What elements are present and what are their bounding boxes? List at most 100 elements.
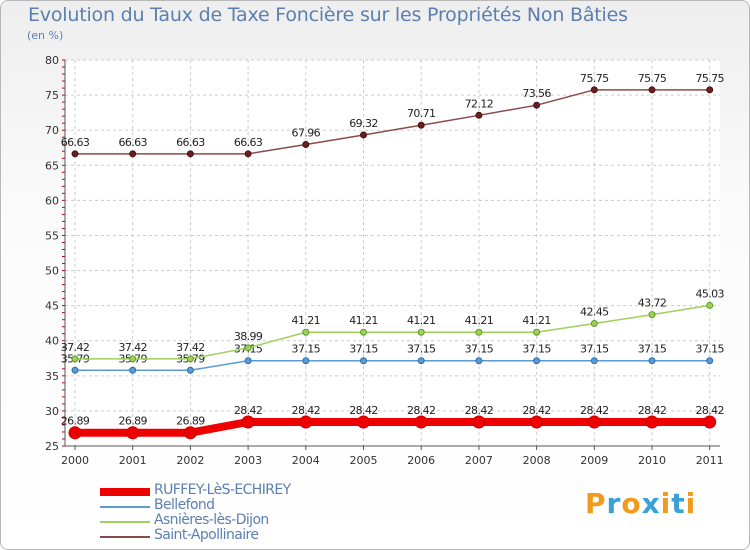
data-point-bellefond <box>648 357 656 365</box>
x-tick-label: 2001 <box>119 454 147 467</box>
data-label-asnieres: 37.42 <box>176 341 205 354</box>
data-label-ruffey: 26.89 <box>118 415 147 428</box>
data-point-asnieres <box>475 328 483 336</box>
legend-label: Bellefond <box>154 497 215 513</box>
data-point-bellefond <box>302 357 310 365</box>
logo-letter: t <box>671 487 686 520</box>
data-label-asnieres: 43.72 <box>638 297 667 310</box>
data-point-ruffey <box>357 415 370 429</box>
data-point-bellefond <box>71 366 79 374</box>
x-tick-label: 2002 <box>176 454 204 467</box>
data-label-saint-apollinaire: 70.71 <box>407 107 436 120</box>
data-point-asnieres <box>533 328 541 336</box>
data-point-ruffey <box>645 415 659 429</box>
legend-label: RUFFEY-LèS-ECHIREY <box>154 482 291 498</box>
data-point-asnieres <box>706 301 714 309</box>
y-tick-label: 60 <box>45 194 59 207</box>
x-tick-label: 2000 <box>61 454 89 467</box>
data-point-asnieres <box>417 328 425 336</box>
y-tick-label: 75 <box>45 89 59 102</box>
y-tick-label: 40 <box>45 335 59 348</box>
data-point-asnieres <box>71 355 79 363</box>
data-point-saint-apollinaire <box>533 101 541 109</box>
data-point-bellefond <box>706 357 714 365</box>
data-point-saint-apollinaire <box>302 140 310 148</box>
data-label-ruffey: 28.42 <box>349 404 378 417</box>
data-label-ruffey: 28.42 <box>234 404 263 417</box>
data-label-ruffey: 28.42 <box>522 404 551 417</box>
data-label-asnieres: 41.21 <box>522 314 551 327</box>
data-label-saint-apollinaire: 72.12 <box>465 97 494 110</box>
data-label-saint-apollinaire: 75.75 <box>638 72 667 85</box>
legend-swatch <box>100 536 150 538</box>
data-label-saint-apollinaire: 75.75 <box>695 72 724 85</box>
data-label-asnieres: 42.45 <box>580 306 609 319</box>
data-point-bellefond <box>475 357 483 365</box>
data-point-saint-apollinaire <box>244 150 252 158</box>
data-label-bellefond: 37.15 <box>580 343 609 356</box>
data-point-bellefond <box>186 366 194 374</box>
y-tick-label: 25 <box>45 440 59 453</box>
data-point-ruffey <box>703 415 717 429</box>
x-tick-label: 2004 <box>292 454 320 467</box>
data-label-saint-apollinaire: 73.56 <box>522 87 551 100</box>
plot-area <box>65 60 720 446</box>
data-point-ruffey <box>587 415 601 429</box>
data-label-ruffey: 28.42 <box>580 404 609 417</box>
y-tick-label: 55 <box>45 229 59 242</box>
data-point-bellefond <box>129 366 137 374</box>
data-point-ruffey <box>68 426 82 440</box>
data-label-saint-apollinaire: 66.63 <box>61 136 90 149</box>
data-point-saint-apollinaire <box>129 150 137 158</box>
data-point-ruffey <box>183 426 197 440</box>
data-point-ruffey <box>472 415 486 429</box>
data-point-ruffey <box>299 415 313 429</box>
series-line-saint-apollinaire <box>75 89 710 155</box>
legend-swatch <box>100 506 150 508</box>
data-label-ruffey: 28.42 <box>407 404 436 417</box>
data-point-saint-apollinaire <box>417 121 425 129</box>
series-line-bellefond <box>75 359 710 372</box>
legend-label: Saint-Apollinaire <box>154 527 259 543</box>
data-label-bellefond: 37.15 <box>638 343 667 356</box>
data-label-saint-apollinaire: 66.63 <box>176 136 205 149</box>
data-label-asnieres: 38.99 <box>234 330 263 343</box>
logo-letter: o <box>621 487 642 520</box>
data-point-asnieres <box>302 328 310 336</box>
data-point-saint-apollinaire <box>648 86 656 94</box>
legend-swatch <box>100 521 150 523</box>
data-label-bellefond: 37.15 <box>349 343 378 356</box>
logo-letter: i <box>685 487 697 520</box>
data-label-ruffey: 26.89 <box>61 415 90 428</box>
data-label-asnieres: 45.03 <box>695 287 724 300</box>
data-point-bellefond <box>244 357 252 365</box>
data-point-bellefond <box>417 357 425 365</box>
data-point-saint-apollinaire <box>706 86 714 94</box>
data-point-ruffey <box>126 426 140 440</box>
data-label-bellefond: 37.15 <box>465 343 494 356</box>
y-tick-label: 65 <box>45 159 59 172</box>
proxiti-logo: Proxiti <box>585 487 696 520</box>
data-label-asnieres: 37.42 <box>118 341 147 354</box>
data-label-asnieres: 37.42 <box>61 341 90 354</box>
data-label-bellefond: 37.15 <box>522 343 551 356</box>
y-tick-label: 30 <box>45 405 59 418</box>
y-tick-label: 70 <box>45 124 59 137</box>
data-point-saint-apollinaire <box>71 150 79 158</box>
data-point-asnieres <box>590 320 598 328</box>
data-label-asnieres: 41.21 <box>292 314 321 327</box>
logo-letter: x <box>641 487 661 520</box>
data-label-bellefond: 37.15 <box>695 343 724 356</box>
data-label-ruffey: 28.42 <box>465 404 494 417</box>
data-label-saint-apollinaire: 66.63 <box>234 136 263 149</box>
data-point-bellefond <box>590 357 598 365</box>
data-point-asnieres <box>186 355 194 363</box>
series-line-asnieres <box>75 304 710 360</box>
data-label-saint-apollinaire: 69.32 <box>349 117 378 130</box>
data-point-saint-apollinaire <box>475 111 483 119</box>
x-tick-label: 2005 <box>350 454 378 467</box>
series-line-ruffey <box>75 417 710 437</box>
chart-title: Evolution du Taux de Taxe Foncière sur l… <box>28 4 628 26</box>
data-label-bellefond: 37.15 <box>292 343 321 356</box>
